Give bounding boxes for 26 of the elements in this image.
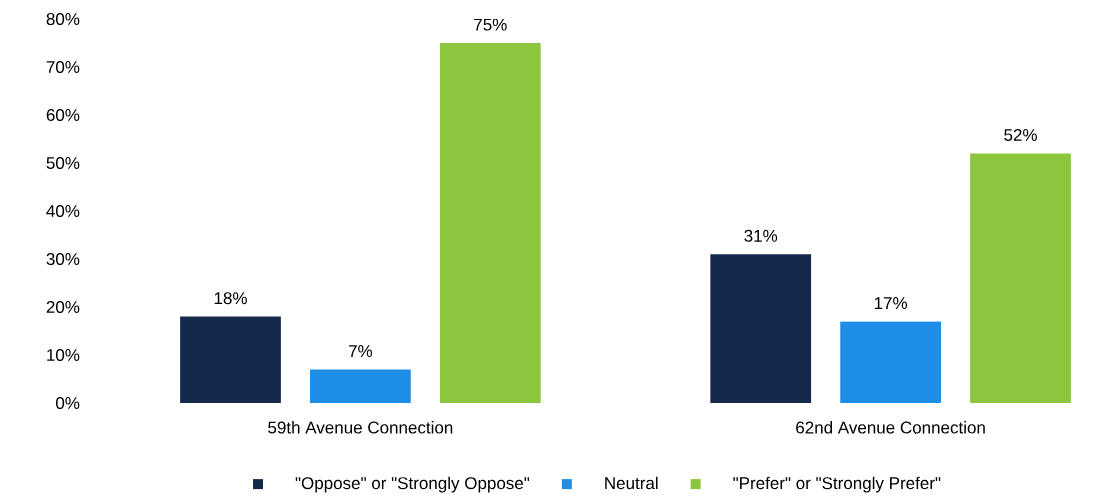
y-tick-label: 60% <box>46 109 80 122</box>
y-tick-label: 30% <box>46 253 80 266</box>
bar <box>180 316 281 403</box>
x-tick-label: 59th Avenue Connection <box>268 421 453 434</box>
y-tick-label: 0% <box>56 397 80 410</box>
legend-label: "Prefer" or "Strongly Prefer" <box>733 476 941 493</box>
y-tick-label: 70% <box>46 61 80 74</box>
data-label: 75% <box>474 18 507 31</box>
data-label: 18% <box>214 292 247 305</box>
data-label: 52% <box>1004 128 1037 141</box>
legend-label: Neutral <box>605 476 658 490</box>
y-tick-label: 50% <box>46 157 80 170</box>
bar <box>439 43 541 403</box>
data-label: 31% <box>744 229 778 242</box>
legend-label: "Oppose" or "Strongly Oppose" <box>295 476 530 493</box>
y-tick-label: 40% <box>46 205 80 218</box>
bar <box>840 321 941 403</box>
y-tick-label: 80% <box>46 13 80 26</box>
data-label: 17% <box>874 297 908 309</box>
y-tick-label: 10% <box>47 349 80 362</box>
x-tick-label: 62nd Avenue Connection <box>796 421 985 434</box>
bar <box>310 369 411 403</box>
bar <box>710 254 812 403</box>
bar <box>970 153 1071 403</box>
data-label: 7% <box>349 345 373 357</box>
y-tick-label: 20% <box>46 301 80 314</box>
